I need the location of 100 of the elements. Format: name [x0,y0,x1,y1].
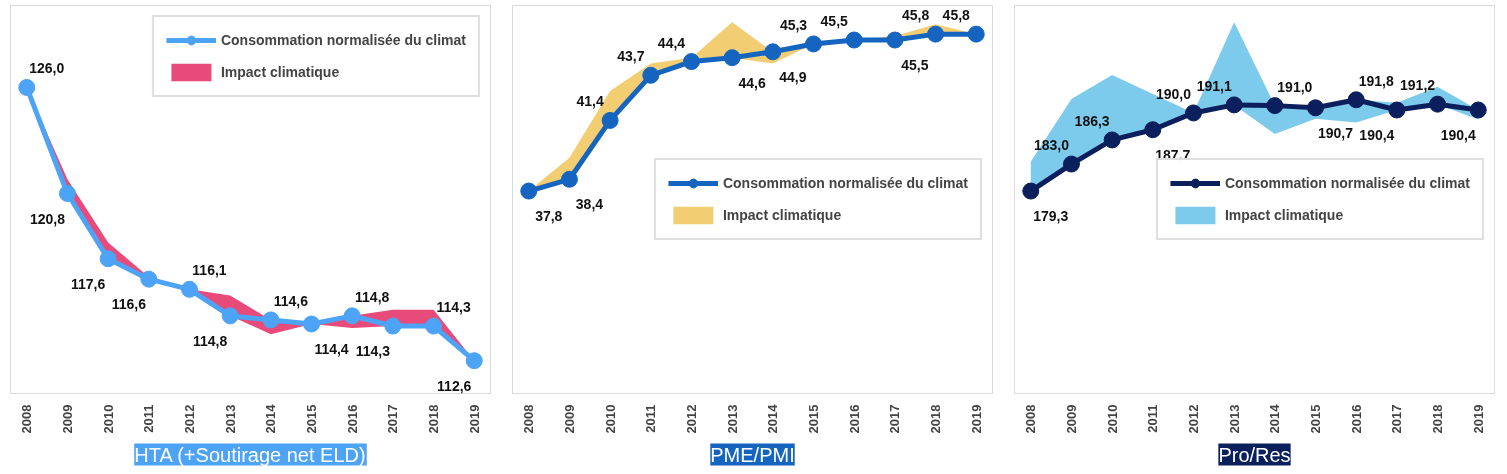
x-tick-label: 2019 [466,404,482,434]
point [764,43,782,61]
x-tick-label: 2019 [1470,404,1486,434]
data-label: 114,4 [314,341,349,358]
x-tick-label: 2017 [385,404,401,434]
point [303,315,321,333]
data-label: 114,8 [355,288,390,305]
data-label: 120,8 [29,210,66,227]
x-tick-label: 2018 [426,404,442,434]
text: Pro/Res [1218,443,1291,466]
legend-label: Consommation normalisée du climat [722,175,968,191]
data-label: 190,7 [1318,124,1354,141]
point [560,170,578,188]
point [58,185,76,202]
point [601,111,619,129]
point [682,53,700,71]
legend-label: Consommation normalisée du climat [1224,175,1470,191]
point [1103,131,1121,149]
data-label: 190,4 [1359,127,1395,143]
point [465,352,483,370]
data-label: 114,3 [355,343,391,360]
data-label: 44,9 [779,68,807,85]
x-tick-label: 2009 [561,404,577,434]
point [99,250,117,268]
x-tick-label: 2013 [724,404,740,434]
x-tick-label: 2016 [1348,404,1364,434]
x-tick-label: 2009 [1063,404,1079,434]
point [425,317,443,335]
point [343,307,361,325]
x-tick-label: 2019 [968,404,984,434]
point [1266,97,1284,115]
point [1307,99,1325,117]
data-label: 114,3 [436,299,471,316]
data-label: 191,0 [1277,78,1313,95]
point [723,49,741,67]
point [180,280,198,298]
data-label: 187,7 [1155,146,1191,163]
data-label: 186,3 [1074,112,1110,129]
point [967,25,985,43]
x-tick-label: 2014 [1267,403,1283,434]
x-tick-label: 2010 [602,404,618,434]
data-label: 43,7 [617,48,645,65]
x-tick-label: 2016 [344,404,360,434]
legend-label: Consommation normalisée du climat [220,32,466,48]
x-tick-label: 2011 [141,404,157,433]
point [140,270,158,288]
point [642,66,660,84]
x-tick-label: 2009 [59,404,75,434]
data-label: 45,5 [820,13,849,30]
x-tick-label: 2018 [928,404,944,434]
point [805,35,823,53]
data-label: 112,6 [437,377,472,394]
point [1022,182,1040,200]
point [1184,104,1202,122]
legend-label: Impact climatique [1224,207,1344,223]
x-tick-label: 2010 [100,404,116,434]
x-tick-label: 2014 [263,403,279,434]
x-tick-label: 2015 [304,404,320,434]
point [384,317,402,335]
x-tick-label: 2010 [1104,404,1120,434]
x-tick-label: 2008 [1023,404,1039,434]
data-label: 38,4 [575,196,604,213]
data-label: 190,0 [1155,85,1192,102]
data-label: 45,8 [942,7,971,24]
data-label: 191,2 [1400,77,1436,94]
data-label: 44,4 [657,34,686,51]
point [1469,101,1487,119]
x-tick-label: 2018 [1430,404,1446,434]
data-label: 45,5 [901,57,929,74]
point [1062,155,1080,173]
data-label: 191,8 [1358,72,1394,89]
data-label: 45,3 [779,16,808,33]
point [1347,91,1365,109]
point [262,311,280,329]
point [221,307,239,325]
data-label: 117,6 [71,275,106,292]
x-tick-label: 2008 [521,404,537,434]
point [845,31,863,49]
point [1144,121,1162,139]
text: HTA (+Soutirage net ELD) [134,443,366,466]
legend-label: Impact climatique [722,207,842,223]
x-tick-label: 2013 [1226,404,1242,434]
data-label: 45,8 [901,7,930,24]
x-tick-label: 2011 [1145,404,1161,433]
x-tick-label: 2008 [19,404,35,434]
data-label: 190,4 [1440,127,1476,143]
point [520,182,538,200]
data-label: 116,6 [111,296,147,313]
data-label: 114,8 [193,332,228,349]
point [927,25,945,43]
data-label: 179,3 [1033,208,1069,225]
x-tick-label: 2015 [1308,404,1324,434]
point [18,78,36,96]
x-tick-label: 2012 [1185,404,1201,434]
point [1388,101,1406,119]
legend-label: Impact climatique [220,64,340,80]
text: PME/PMI [710,443,795,466]
data-label: 37,8 [535,208,563,225]
x-tick-label: 2012 [181,404,197,434]
point [1225,96,1243,114]
